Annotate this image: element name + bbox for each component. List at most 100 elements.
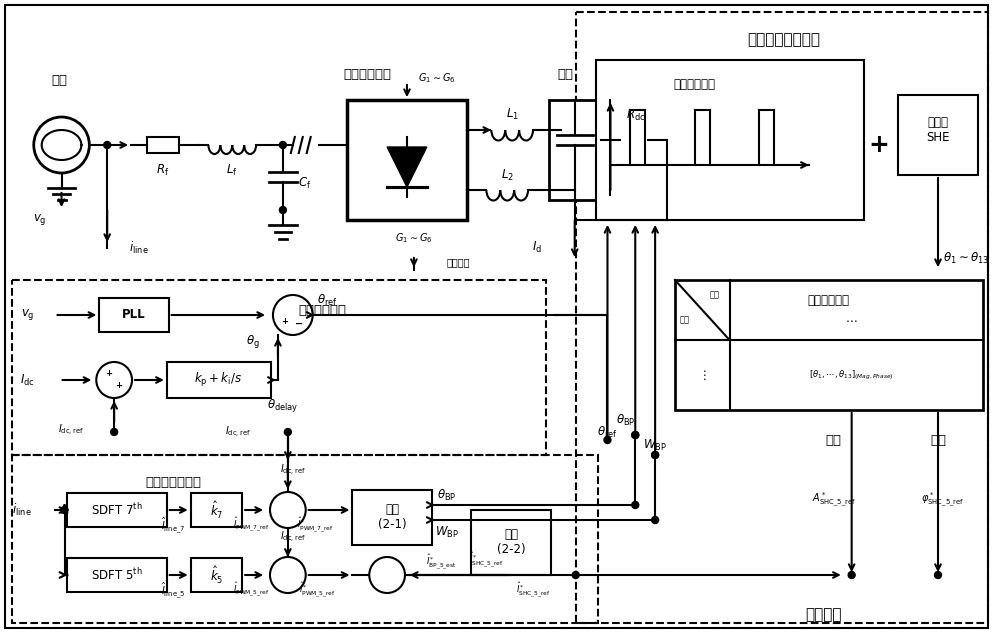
Text: $\hat{I}^*_{\rm PWM\_7\_ref}$: $\hat{I}^*_{\rm PWM\_7\_ref}$ [297, 515, 334, 534]
Text: $\hat{I}^*_{\rm SHC\_5\_ref}$: $\hat{I}^*_{\rm SHC\_5\_ref}$ [469, 551, 504, 570]
Text: 公式
(2-1): 公式 (2-1) [378, 503, 406, 531]
Circle shape [604, 437, 611, 444]
Text: 不对称
SHE: 不对称 SHE [926, 116, 950, 144]
Circle shape [632, 432, 639, 439]
Circle shape [652, 451, 659, 458]
Text: 公式
(2-2): 公式 (2-2) [497, 528, 526, 556]
Text: 旁路脉冲注入: 旁路脉冲注入 [674, 78, 716, 92]
Polygon shape [387, 147, 427, 187]
Circle shape [270, 492, 306, 528]
Bar [471, 510, 551, 575]
Text: SDFT $7^{\rm th}$: SDFT $7^{\rm th}$ [91, 502, 143, 518]
Bar [12, 280, 546, 455]
Circle shape [369, 557, 405, 593]
Text: $I_{\rm dc,ref}$: $I_{\rm dc,ref}$ [58, 422, 84, 437]
Text: $I_{\rm dc}$: $I_{\rm dc}$ [20, 372, 35, 387]
Text: 所提混合调制方法: 所提混合调制方法 [748, 32, 821, 47]
Text: $\hat{k}_7$: $\hat{k}_7$ [210, 499, 223, 520]
Text: PLL: PLL [122, 308, 146, 322]
Text: $\theta_{\rm BP}$: $\theta_{\rm BP}$ [437, 487, 456, 503]
Text: $\theta_{\rm ref}$: $\theta_{\rm ref}$ [317, 292, 338, 308]
Bar [352, 490, 432, 545]
Bar [147, 137, 179, 153]
Text: $I_{\rm dc,ref}$: $I_{\rm dc,ref}$ [280, 463, 306, 477]
Text: $R_{\rm f}$: $R_{\rm f}$ [156, 163, 169, 177]
Circle shape [572, 572, 579, 579]
Text: $\hat{I}_{\rm PWM\_7\_ref}$: $\hat{I}_{\rm PWM\_7\_ref}$ [233, 516, 270, 534]
Text: $I_{\rm d}$: $I_{\rm d}$ [532, 239, 542, 254]
Text: 开关角度表格: 开关角度表格 [808, 294, 850, 306]
Text: 线电流谐波补偿: 线电流谐波补偿 [146, 475, 202, 489]
Text: $\hat{I}^*_{\rm PWM\_5\_ref}$: $\hat{I}^*_{\rm PWM\_5\_ref}$ [299, 580, 336, 599]
Bar [67, 493, 167, 527]
Text: 幅值: 幅值 [680, 315, 690, 325]
Text: $G_1{\sim}G_6$: $G_1{\sim}G_6$ [418, 71, 456, 85]
Text: $v_{\rm g}$: $v_{\rm g}$ [33, 213, 46, 227]
Text: $\hat{k}_5$: $\hat{k}_5$ [210, 565, 223, 586]
Text: 相角: 相角 [710, 291, 720, 299]
Text: 电流源变流器: 电流源变流器 [343, 68, 391, 82]
Text: +: + [116, 382, 123, 391]
Bar [898, 95, 978, 175]
Text: $L_{\rm f}$: $L_{\rm f}$ [226, 163, 238, 177]
Text: 负载: 负载 [558, 68, 574, 82]
Text: +: + [868, 133, 889, 157]
Bar [596, 60, 864, 220]
Text: $\hat{I}_{\rm PWM\_5\_ref}$: $\hat{I}_{\rm PWM\_5\_ref}$ [233, 581, 270, 599]
Circle shape [935, 572, 941, 579]
Text: +: + [105, 368, 112, 377]
Bar [549, 100, 601, 200]
Text: $W_{\rm BP}$: $W_{\rm BP}$ [643, 437, 667, 453]
Text: $A^*_{\rm SHC\_5\_ref}$: $A^*_{\rm SHC\_5\_ref}$ [812, 491, 856, 509]
Bar [191, 493, 242, 527]
Text: 幅值: 幅值 [826, 434, 842, 446]
Text: $L_2$: $L_2$ [501, 168, 514, 182]
Circle shape [848, 572, 855, 579]
Text: $W_{\rm BP}$: $W_{\rm BP}$ [435, 525, 459, 539]
Text: $\cdots$: $\cdots$ [845, 313, 858, 327]
Bar [99, 298, 169, 332]
Text: −: − [295, 319, 303, 329]
Text: $\hat{I}_{\rm line\_7}$: $\hat{I}_{\rm line\_7}$ [161, 515, 186, 535]
Text: $\theta_{\rm ref}$: $\theta_{\rm ref}$ [597, 425, 618, 439]
Text: $I_{\rm dc,ref}$: $I_{\rm dc,ref}$ [225, 425, 251, 439]
Text: $\theta_{\rm delay}$: $\theta_{\rm delay}$ [267, 398, 299, 415]
Text: $\theta_{\rm g}$: $\theta_{\rm g}$ [246, 334, 260, 351]
Text: $\vdots$: $\vdots$ [698, 368, 706, 382]
Bar [620, 132, 648, 148]
Text: $\hat{I}_{\rm line\_5}$: $\hat{I}_{\rm line\_5}$ [161, 580, 186, 599]
Text: $\theta_1{\sim}\theta_{13}$: $\theta_1{\sim}\theta_{13}$ [943, 251, 989, 266]
Text: $\varphi^*_{\rm SHC\_5\_ref}$: $\varphi^*_{\rm SHC\_5\_ref}$ [921, 491, 965, 509]
Circle shape [652, 517, 659, 523]
Text: $v_{\rm g}$: $v_{\rm g}$ [21, 308, 35, 322]
Text: 电网: 电网 [52, 73, 68, 87]
Circle shape [652, 451, 659, 458]
Text: $\theta_{\rm BP}$: $\theta_{\rm BP}$ [616, 413, 635, 427]
Circle shape [632, 501, 639, 508]
Text: $L_1$: $L_1$ [506, 106, 519, 122]
Text: 直流电流控制: 直流电流控制 [299, 303, 347, 316]
Bar [347, 100, 467, 220]
Circle shape [284, 429, 291, 436]
Text: $\hat{I}^*_{\rm BP\_5\_est}$: $\hat{I}^*_{\rm BP\_5\_est}$ [426, 553, 457, 572]
Circle shape [279, 206, 286, 213]
Text: $i_{\rm line}$: $i_{\rm line}$ [129, 240, 149, 256]
Text: $C_{\rm f}$: $C_{\rm f}$ [298, 175, 311, 191]
Text: $\hat{I}^*_{\rm SHC\_5\_ref}$: $\hat{I}^*_{\rm SHC\_5\_ref}$ [516, 580, 551, 599]
Circle shape [34, 117, 89, 173]
Circle shape [279, 142, 286, 149]
Bar [675, 280, 983, 410]
Text: $i_{\rm line}$: $i_{\rm line}$ [12, 502, 32, 518]
Circle shape [104, 142, 111, 149]
Circle shape [61, 506, 68, 513]
Text: $k_{\rm p}+k_{\rm i}/s$: $k_{\rm p}+k_{\rm i}/s$ [194, 371, 242, 389]
Circle shape [273, 295, 313, 335]
Text: SDFT $5^{\rm th}$: SDFT $5^{\rm th}$ [91, 567, 143, 583]
Circle shape [270, 557, 306, 593]
Bar [576, 12, 988, 623]
Text: $G_1{\sim}G_6$: $G_1{\sim}G_6$ [395, 231, 433, 245]
Text: 控制框图: 控制框图 [806, 608, 842, 622]
Bar [167, 362, 271, 398]
Text: $I_{\rm dc,ref}$: $I_{\rm dc,ref}$ [280, 529, 306, 544]
Text: +: + [281, 316, 288, 325]
